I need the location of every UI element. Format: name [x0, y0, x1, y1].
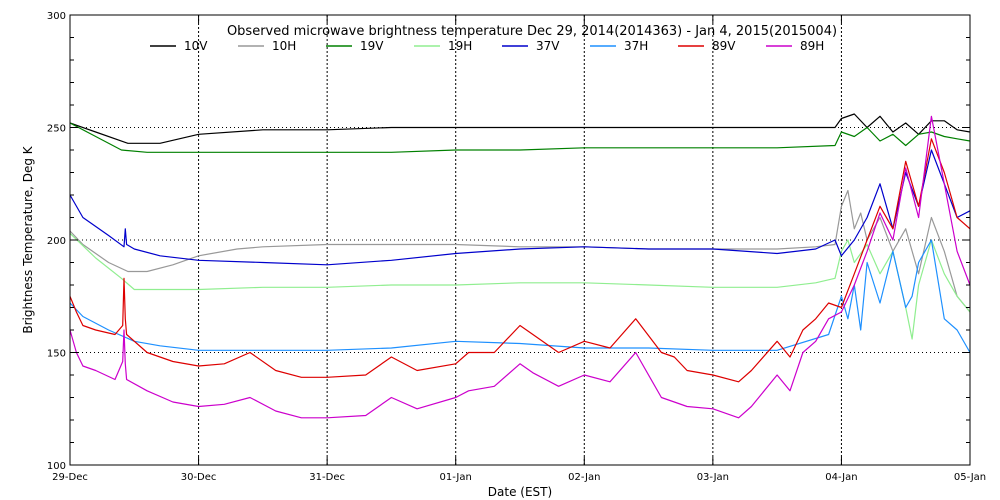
axis-ticks: 29-Dec 30-Dec 31-Dec 01-Jan 02-Jan 03-Jan 04-J… [47, 11, 986, 483]
legend: 10V 10H 19V 19H 37V 37H 89V 89H [150, 39, 824, 53]
x-tick-label-1: 30-Dec [181, 472, 217, 483]
y-tick-label-0: 100 [47, 461, 66, 472]
y-tick-label-1: 150 [47, 349, 66, 360]
y-tick-label-3: 250 [47, 124, 66, 135]
legend-label-37H: 37H [624, 39, 648, 53]
legend-label-10H: 10H [272, 39, 296, 53]
chart-title: Observed microwave brightness temperatur… [227, 24, 837, 39]
gridlines [70, 15, 970, 465]
series-line-89V [69, 138, 971, 383]
x-tick-label-7: 05-Jan [954, 472, 986, 483]
x-tick-label-0: 29-Dec [52, 472, 88, 483]
legend-label-89H: 89H [800, 39, 824, 53]
series-layer [69, 113, 971, 419]
y-tick-label-2: 200 [47, 236, 66, 247]
series-line-19V [69, 122, 971, 153]
x-tick-label-2: 31-Dec [309, 472, 345, 483]
series-line-37H [69, 239, 971, 353]
legend-label-37V: 37V [536, 39, 560, 53]
legend-label-19H: 19H [448, 39, 472, 53]
series-line-10H [69, 189, 971, 313]
y-axis-label: Brightness Temperature, Deg K [21, 145, 35, 333]
series-line-10V [69, 113, 971, 144]
legend-label-10V: 10V [184, 39, 208, 53]
x-tick-label-3: 01-Jan [440, 472, 472, 483]
series-line-19H [69, 232, 971, 340]
legend-label-19V: 19V [360, 39, 384, 53]
x-tick-label-6: 04-Jan [825, 472, 857, 483]
legend-label-89V: 89V [712, 39, 736, 53]
series-line-37V [69, 149, 971, 266]
series-line-89H [69, 115, 971, 419]
x-axis-label: Date (EST) [488, 485, 552, 499]
y-tick-label-4: 300 [47, 11, 66, 22]
x-tick-label-5: 03-Jan [697, 472, 729, 483]
x-tick-label-4: 02-Jan [568, 472, 600, 483]
